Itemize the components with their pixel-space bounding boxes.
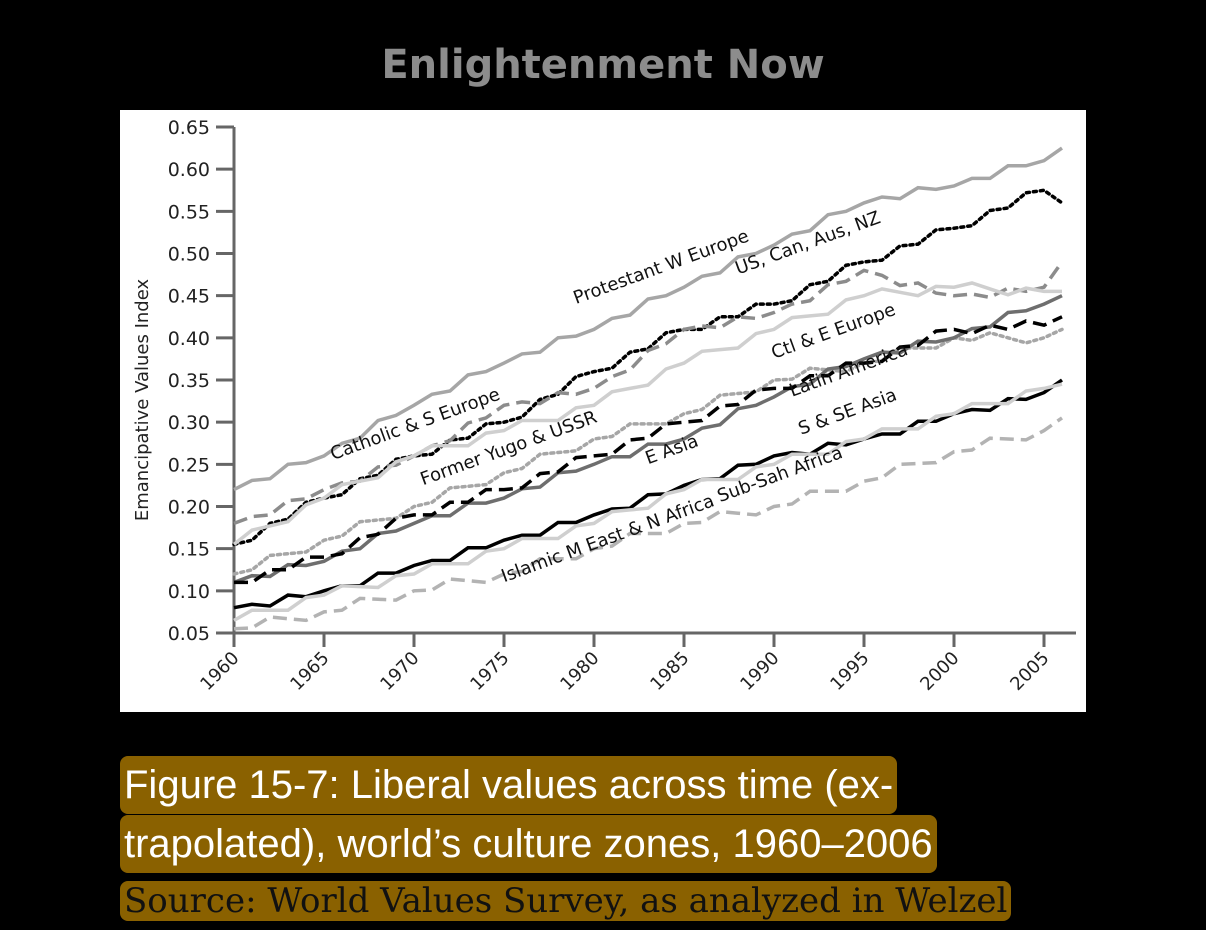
book-title: Enlightenment Now [381,42,825,88]
y-tick-label: 0.25 [168,454,210,476]
caption-line-1[interactable]: Figure 15-7: Liberal values across time … [120,756,898,814]
series-line-2 [233,260,1064,526]
series-line-1 [232,188,1064,547]
y-tick-label: 0.20 [168,497,210,519]
y-tick-label: 0.15 [168,539,210,561]
x-tick-label: 2005 [1006,648,1053,695]
series-label-8: Sub-Sah Africa [715,442,846,507]
caption-line-2[interactable]: trapolated), world’s culture zones, 1960… [120,815,937,873]
y-tick-label: 0.55 [168,201,210,223]
series-line-9 [233,416,1064,631]
source-text[interactable]: Source: World Values Survey, as analyzed… [120,872,1012,930]
series-line-6 [234,315,1063,585]
x-tick-label: 1960 [196,648,243,695]
x-tick-label: 1965 [286,648,333,695]
x-tick-label: 1995 [826,648,873,695]
series-line-0 [233,146,1064,492]
y-axis-label: Emancipative Values Index [132,279,153,522]
series-line-3 [232,281,1062,546]
line-chart: 0.05 0.10 0.15 0.20 0.25 0.30 0.35 0.40 0.45 0.50… [132,117,1076,695]
y-tick-label: 0.60 [168,159,210,181]
series-line-7 [233,378,1064,610]
y-tick-label: 0.10 [168,581,210,603]
source-line[interactable]: Source: World Values Survey, as analyzed… [120,881,1012,921]
y-tick-label: 0.50 [168,244,210,266]
x-tick-label: 1975 [466,648,513,695]
x-tick-label: 2000 [916,648,963,695]
series-line-8 [233,382,1063,622]
y-tick-label: 0.40 [168,328,210,350]
x-tick-label: 1985 [646,648,693,695]
x-tick-label: 1970 [376,648,423,695]
figure-caption[interactable]: Figure 15-7: Liberal values across time … [120,756,1080,874]
series-line-4 [232,327,1064,576]
x-tick-label: 1990 [736,648,783,695]
y-tick-label: 0.65 [168,117,210,139]
y-tick-label: 0.35 [168,370,210,392]
x-tick-label: 1980 [556,648,603,695]
series-label-1: US, Can, Aus, NZ [733,207,884,279]
figure-chart: 0.05 0.10 0.15 0.20 0.25 0.30 0.35 0.40 0.45 0.50… [120,110,1086,712]
y-tick-label: 0.45 [168,286,210,308]
y-tick-label: 0.05 [168,623,210,645]
y-tick-label: 0.30 [168,412,210,434]
